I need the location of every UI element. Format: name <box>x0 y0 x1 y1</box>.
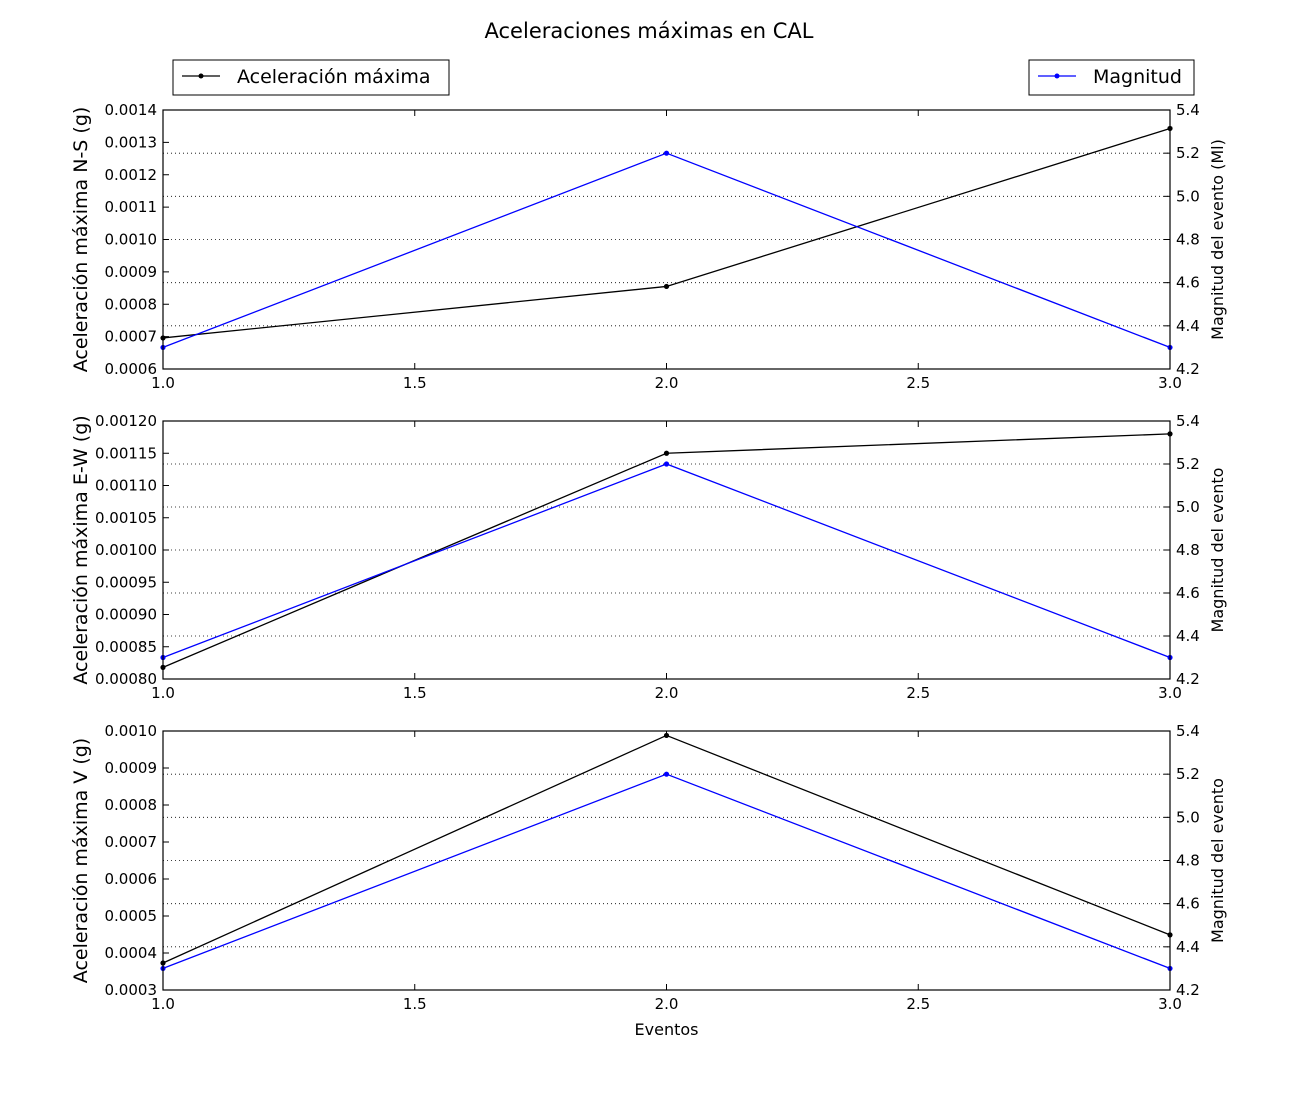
y-tick-label: 0.00095 <box>95 573 157 591</box>
series-line-aceleracion <box>162 127 1171 339</box>
y2-tick-label: 5.2 <box>1176 765 1200 783</box>
y2-tick-label: 5.4 <box>1176 101 1200 119</box>
data-point-magnitud <box>663 771 670 777</box>
x-tick-label: 3.0 <box>1158 374 1182 392</box>
y-tick-label: 0.0007 <box>105 328 158 346</box>
x-axis-label: Eventos <box>635 1020 699 1039</box>
y2-tick-label: 4.6 <box>1176 584 1200 602</box>
series-line-magnitud <box>162 152 1171 349</box>
y-tick-label: 0.00085 <box>95 638 157 656</box>
x-tick-label: 2.0 <box>655 374 679 392</box>
series-line-magnitud <box>162 463 1171 659</box>
x-tick-label: 1.5 <box>403 684 427 702</box>
x-tick-label: 3.0 <box>1158 684 1182 702</box>
y2-tick-label: 4.2 <box>1176 360 1200 378</box>
y2-axis-label: Magnitud del evento <box>1208 468 1227 633</box>
x-tick-label: 1.5 <box>403 995 427 1013</box>
y2-tick-label: 4.8 <box>1176 541 1200 559</box>
legend-right-marker <box>1054 73 1060 79</box>
data-point-magnitud <box>663 150 670 156</box>
y-tick-label: 0.00080 <box>95 670 157 688</box>
y-tick-label: 0.0014 <box>105 101 158 119</box>
x-tick-label: 1.5 <box>403 374 427 392</box>
plot-frame <box>162 109 1171 370</box>
chart-panel-3: 1.0 1.5 2.0 2.5 3.0 0.0003 0.0004 0.0005 0.0006 0… <box>70 722 1227 1039</box>
chart-panel-1: 1.0 1.5 2.0 2.5 3.0 0.0006 0.0007 0.0008 0.0009 0… <box>70 101 1227 392</box>
y2-axis-label: Magnitud del evento <box>1208 778 1227 943</box>
x-tick-label: 2.0 <box>655 995 679 1013</box>
y-axis-label: Aceleración máxima N-S (g) <box>70 107 92 373</box>
y2-tick-label: 5.4 <box>1176 412 1200 430</box>
legend-left-label: Aceleración máxima <box>237 66 430 88</box>
legend-right: Magnitud <box>1028 59 1195 96</box>
x-tick-label: 2.5 <box>906 684 930 702</box>
y-tick-label: 0.0013 <box>105 133 158 151</box>
chart-panel-2: 1.0 1.5 2.0 2.5 3.0 0.00080 0.00085 0.00090 0.00… <box>70 412 1227 702</box>
y2-tick-label: 4.4 <box>1176 938 1200 956</box>
y-tick-label: 0.0006 <box>105 360 158 378</box>
y-tick-label: 0.00115 <box>95 444 157 462</box>
y-tick-label: 0.00100 <box>95 541 157 559</box>
y-tick-label: 0.00090 <box>95 606 157 624</box>
data-point-aceleracion <box>663 450 670 456</box>
y2-tick-label: 5.4 <box>1176 722 1200 740</box>
panels: 1.0 1.5 2.0 2.5 3.00.00060.00070.00080.00090… <box>70 101 1227 1039</box>
y-tick-label: 0.0003 <box>105 981 158 999</box>
y-tick-label: 0.0010 <box>105 231 158 249</box>
legend-left-frame <box>172 59 450 96</box>
y2-tick-label: 4.4 <box>1176 317 1200 335</box>
x-tick-label: 2.0 <box>655 684 679 702</box>
y2-tick-label: 5.2 <box>1176 455 1200 473</box>
y-tick-label: 0.0012 <box>105 166 158 184</box>
y2-tick-label: 4.2 <box>1176 670 1200 688</box>
y-tick-label: 0.00120 <box>95 412 157 430</box>
series-line-magnitud <box>162 773 1171 970</box>
y2-tick-label: 5.0 <box>1176 808 1200 826</box>
series-line-aceleracion <box>162 734 1171 964</box>
y2-tick-label: 5.0 <box>1176 187 1200 205</box>
legend-left: Aceleración máxima <box>172 59 450 96</box>
y2-axis-label: Magnitud del evento (Ml) <box>1208 139 1227 340</box>
x-tick-label: 1.0 <box>151 374 175 392</box>
y-tick-label: 0.0004 <box>105 944 158 962</box>
y-axis-label: Aceleración máxima E-W (g) <box>70 415 92 684</box>
y-tick-label: 0.0008 <box>105 295 158 313</box>
y-tick-label: 0.0009 <box>105 263 158 281</box>
data-point-magnitud <box>663 461 670 467</box>
y-tick-label: 0.0010 <box>105 722 158 740</box>
plot-frame <box>162 420 1171 680</box>
x-tick-label: 2.5 <box>906 995 930 1013</box>
y2-tick-label: 4.6 <box>1176 895 1200 913</box>
y-tick-label: 0.0008 <box>105 796 158 814</box>
x-tick-label: 1.0 <box>151 684 175 702</box>
chart-title: Aceleraciones máximas en CAL <box>485 19 814 43</box>
x-tick-label: 3.0 <box>1158 995 1182 1013</box>
series-line-aceleracion <box>162 433 1171 668</box>
y2-tick-label: 5.0 <box>1176 498 1200 516</box>
y-tick-label: 0.00110 <box>95 477 157 495</box>
y2-tick-label: 4.8 <box>1176 852 1200 870</box>
y-tick-label: 0.0011 <box>105 198 158 216</box>
y2-tick-label: 4.4 <box>1176 627 1200 645</box>
x-tick-label: 1.0 <box>151 995 175 1013</box>
legend-right-label: Magnitud <box>1093 66 1182 88</box>
plot-frame <box>162 730 1171 991</box>
y-tick-label: 0.0007 <box>105 833 158 851</box>
y-axis-label: Aceleración máxima V (g) <box>70 738 92 983</box>
y2-tick-label: 5.2 <box>1176 144 1200 162</box>
y2-tick-label: 4.8 <box>1176 231 1200 249</box>
y-tick-label: 0.0006 <box>105 870 158 888</box>
y-tick-label: 0.0009 <box>105 759 158 777</box>
y2-tick-label: 4.6 <box>1176 274 1200 292</box>
data-point-aceleracion <box>663 283 670 290</box>
y-tick-label: 0.0005 <box>105 907 158 925</box>
x-tick-label: 2.5 <box>906 374 930 392</box>
y2-tick-label: 4.2 <box>1176 981 1200 999</box>
y-tick-label: 0.00105 <box>95 509 157 527</box>
legend-left-marker <box>198 73 204 79</box>
